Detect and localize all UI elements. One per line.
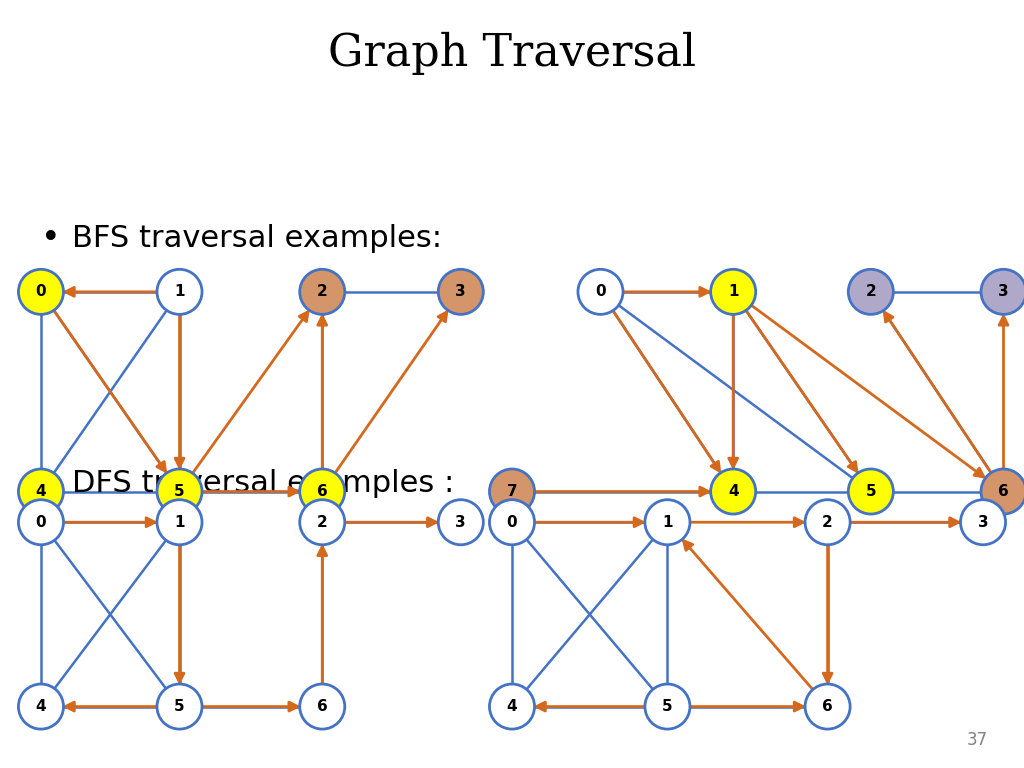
Ellipse shape bbox=[578, 270, 623, 314]
Text: 1: 1 bbox=[174, 284, 184, 300]
Ellipse shape bbox=[438, 500, 483, 545]
Ellipse shape bbox=[711, 270, 756, 314]
Text: 3: 3 bbox=[456, 515, 466, 530]
Ellipse shape bbox=[18, 469, 63, 514]
Ellipse shape bbox=[18, 500, 63, 545]
Text: 4: 4 bbox=[36, 484, 46, 499]
Text: BFS traversal examples:: BFS traversal examples: bbox=[72, 223, 441, 253]
Text: •: • bbox=[41, 222, 60, 254]
Text: 2: 2 bbox=[865, 284, 877, 300]
Text: 5: 5 bbox=[174, 699, 184, 714]
Text: 1: 1 bbox=[174, 515, 184, 530]
Text: 5: 5 bbox=[174, 484, 184, 499]
Ellipse shape bbox=[805, 500, 850, 545]
Ellipse shape bbox=[18, 270, 63, 314]
Text: 4: 4 bbox=[728, 484, 738, 499]
Ellipse shape bbox=[489, 684, 535, 729]
Ellipse shape bbox=[157, 500, 202, 545]
Text: 5: 5 bbox=[663, 699, 673, 714]
Text: 4: 4 bbox=[36, 699, 46, 714]
Text: 6: 6 bbox=[822, 699, 833, 714]
Text: 3: 3 bbox=[978, 515, 988, 530]
Text: 6: 6 bbox=[998, 484, 1009, 499]
Ellipse shape bbox=[300, 270, 345, 314]
Ellipse shape bbox=[300, 500, 345, 545]
Text: 0: 0 bbox=[36, 284, 46, 300]
Ellipse shape bbox=[489, 469, 535, 514]
Text: 0: 0 bbox=[36, 515, 46, 530]
Text: 7: 7 bbox=[507, 484, 517, 499]
Ellipse shape bbox=[438, 270, 483, 314]
Ellipse shape bbox=[981, 270, 1024, 314]
Text: DFS traversal examples :: DFS traversal examples : bbox=[72, 469, 454, 498]
Ellipse shape bbox=[489, 500, 535, 545]
Text: 4: 4 bbox=[507, 699, 517, 714]
Text: 0: 0 bbox=[507, 515, 517, 530]
Ellipse shape bbox=[157, 469, 202, 514]
Text: 2: 2 bbox=[822, 515, 833, 530]
Ellipse shape bbox=[300, 469, 345, 514]
Ellipse shape bbox=[848, 469, 893, 514]
Text: 6: 6 bbox=[316, 484, 328, 499]
Ellipse shape bbox=[18, 684, 63, 729]
Ellipse shape bbox=[848, 270, 893, 314]
Text: 6: 6 bbox=[316, 699, 328, 714]
Ellipse shape bbox=[645, 500, 690, 545]
Text: 37: 37 bbox=[967, 731, 988, 749]
Text: 5: 5 bbox=[865, 484, 877, 499]
Ellipse shape bbox=[157, 684, 202, 729]
Ellipse shape bbox=[157, 270, 202, 314]
Text: 0: 0 bbox=[595, 284, 606, 300]
Ellipse shape bbox=[300, 684, 345, 729]
Text: 1: 1 bbox=[663, 515, 673, 530]
Text: 3: 3 bbox=[456, 284, 466, 300]
Ellipse shape bbox=[711, 469, 756, 514]
Text: 2: 2 bbox=[316, 515, 328, 530]
Ellipse shape bbox=[805, 684, 850, 729]
Ellipse shape bbox=[981, 469, 1024, 514]
Ellipse shape bbox=[961, 500, 1006, 545]
Text: •: • bbox=[41, 468, 60, 500]
Text: Graph Traversal: Graph Traversal bbox=[328, 32, 696, 75]
Text: 1: 1 bbox=[728, 284, 738, 300]
Text: 3: 3 bbox=[998, 284, 1009, 300]
Ellipse shape bbox=[645, 684, 690, 729]
Text: 2: 2 bbox=[316, 284, 328, 300]
